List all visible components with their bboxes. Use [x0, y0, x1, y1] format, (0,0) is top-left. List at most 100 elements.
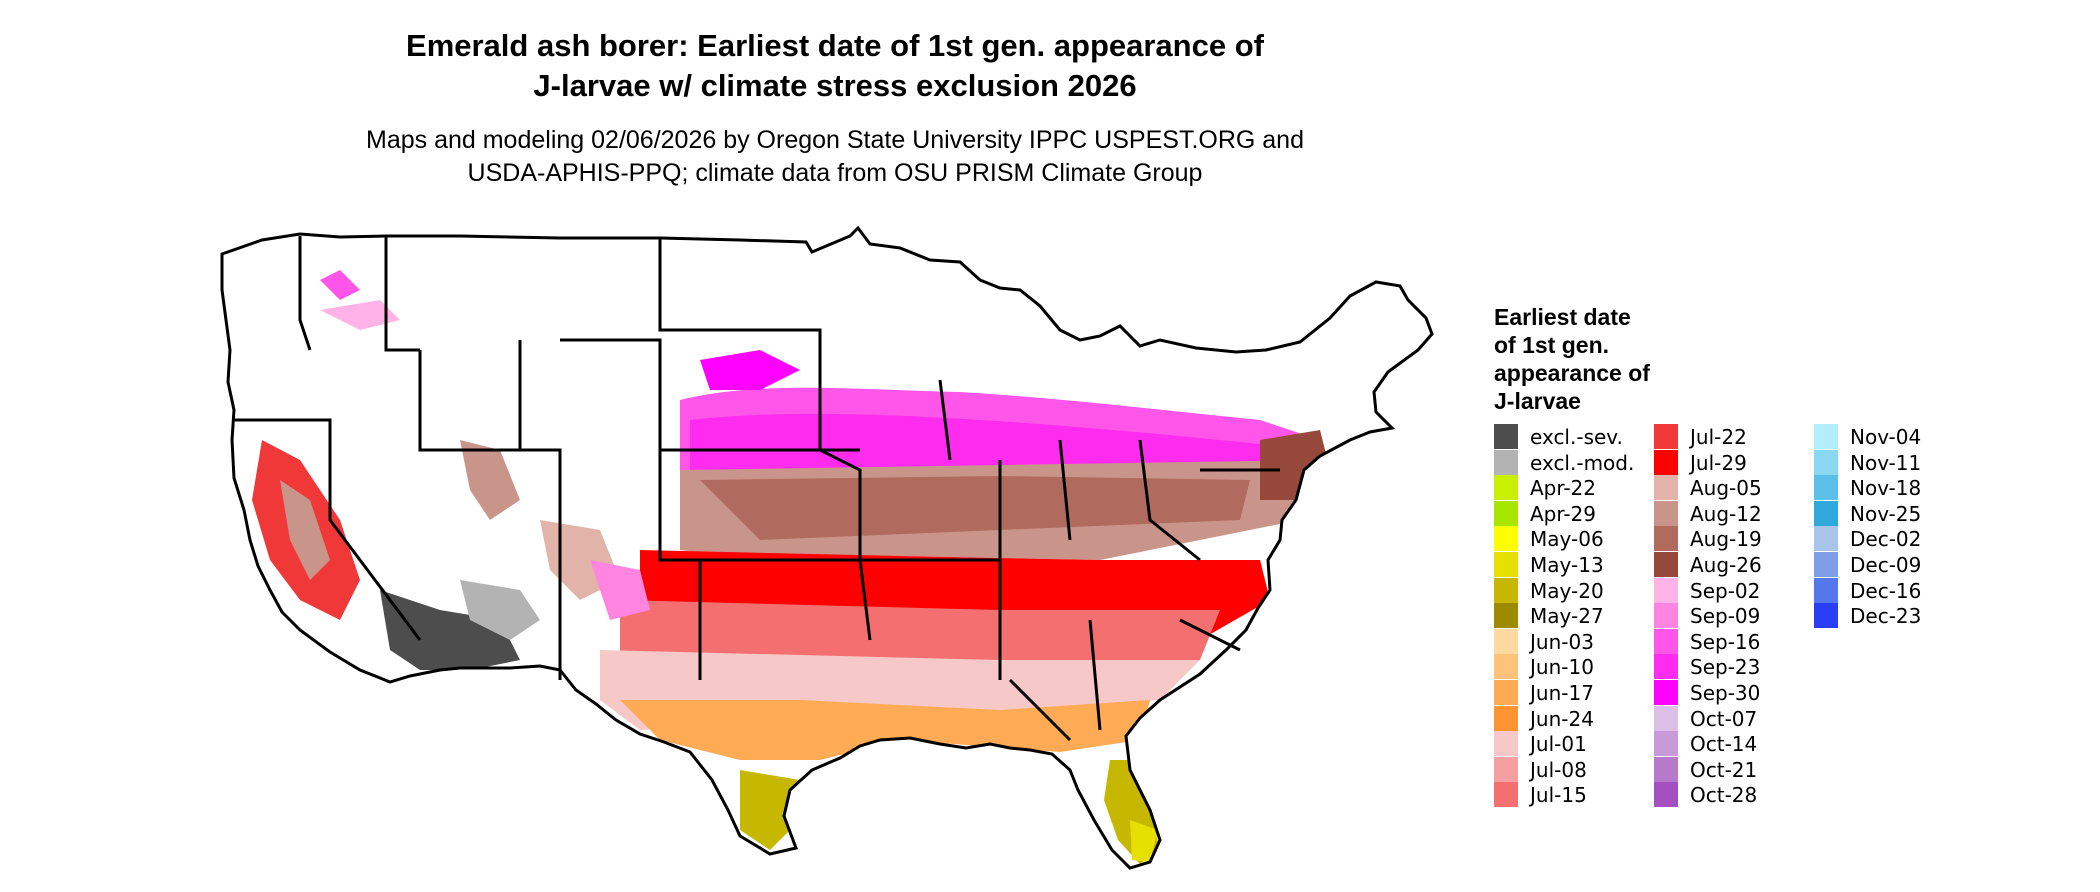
legend-title-line: appearance of: [1494, 360, 1650, 386]
legend-swatch: [1654, 705, 1678, 731]
legend-label: Nov-04: [1850, 425, 1922, 449]
legend-item: Sep-30: [1654, 680, 1824, 706]
map-subtitle-line-2: USDA-APHIS-PPQ; climate data from OSU PR…: [467, 159, 1203, 187]
legend-item: Jun-03: [1494, 628, 1664, 655]
legend-swatch: [1814, 577, 1838, 603]
legend-item: Jul-08: [1494, 756, 1664, 783]
state-borders: [220, 226, 1434, 870]
legend-item: Oct-07: [1654, 705, 1824, 732]
legend-item: Jul-22: [1654, 424, 1824, 450]
map-subtitle: Maps and modeling 02/06/2026 by Oregon S…: [220, 124, 1450, 190]
legend-item: excl.-sev.: [1494, 424, 1664, 450]
legend-item: Jun-17: [1494, 680, 1664, 706]
legend-item: Dec-16: [1814, 577, 1984, 604]
legend-label: May-06: [1530, 527, 1604, 552]
map-title-line-2: J-larvae w/ climate stress exclusion 202…: [533, 68, 1137, 103]
legend-swatch: [1654, 603, 1678, 629]
legend-label: excl.-sev.: [1530, 425, 1623, 449]
legend-label: Aug-26: [1690, 553, 1762, 577]
legend-item: Aug-12: [1654, 500, 1824, 527]
legend-title-line: of 1st gen.: [1494, 332, 1610, 358]
legend-item: Aug-05: [1654, 475, 1824, 501]
legend-label: Sep-23: [1690, 655, 1761, 680]
legend-label: Apr-29: [1530, 501, 1596, 526]
legend: excl.-sev. excl.-mod. Apr-22 Apr-29 May-06 Ma…: [1494, 424, 2054, 814]
legend-swatch: [1494, 705, 1518, 731]
legend-swatch: [1654, 731, 1678, 757]
legend-swatch: [1654, 782, 1678, 808]
legend-label: May-20: [1530, 578, 1604, 603]
legend-label: Jul-15: [1530, 783, 1587, 808]
legend-item: Jun-24: [1494, 705, 1664, 732]
legend-swatch: [1814, 603, 1838, 629]
legend-label: excl.-mod.: [1530, 450, 1635, 475]
legend-item: Apr-22: [1494, 475, 1664, 501]
legend-swatch: [1494, 756, 1518, 782]
legend-label: Jul-22: [1690, 425, 1747, 449]
legend-swatch: [1814, 449, 1838, 475]
legend-swatch: [1494, 782, 1518, 808]
legend-label: May-13: [1530, 553, 1604, 577]
legend-item: Dec-23: [1814, 603, 1984, 629]
legend-item: Jul-29: [1654, 449, 1824, 476]
legend-swatch: [1814, 552, 1838, 577]
legend-label: Dec-16: [1850, 578, 1922, 603]
legend-item: Oct-21: [1654, 756, 1824, 783]
legend-label: Aug-19: [1690, 527, 1762, 552]
legend-label: Apr-22: [1530, 476, 1596, 501]
legend-item: Nov-18: [1814, 475, 1984, 501]
map-title: Emerald ash borer: Earliest date of 1st …: [220, 26, 1450, 106]
legend-item: excl.-mod.: [1494, 449, 1664, 476]
legend-item: May-20: [1494, 577, 1664, 604]
legend-swatch: [1494, 603, 1518, 629]
legend-label: Jul-08: [1530, 757, 1587, 782]
legend-swatch: [1654, 552, 1678, 577]
legend-item: Oct-28: [1654, 782, 1824, 808]
legend-label: Jul-01: [1530, 732, 1587, 757]
legend-swatch: [1654, 526, 1678, 552]
legend-label: Sep-09: [1690, 604, 1761, 629]
legend-item: Jul-01: [1494, 731, 1664, 757]
legend-item: Dec-02: [1814, 526, 1984, 552]
legend-label: Sep-02: [1690, 578, 1761, 603]
legend-label: Jun-10: [1530, 655, 1594, 680]
legend-label: Dec-02: [1850, 527, 1922, 552]
legend-label: Nov-18: [1850, 476, 1922, 501]
legend-item: Sep-09: [1654, 603, 1824, 629]
legend-label: Oct-14: [1690, 732, 1758, 757]
legend-item: Jun-10: [1494, 654, 1664, 680]
legend-item: Jul-15: [1494, 782, 1664, 808]
legend-swatch: [1814, 475, 1838, 501]
legend-swatch: [1494, 628, 1518, 654]
legend-label: Oct-07: [1690, 706, 1758, 731]
legend-item: Nov-04: [1814, 424, 1984, 450]
map-subtitle-line-1: Maps and modeling 02/06/2026 by Oregon S…: [366, 126, 1304, 154]
legend-item: May-27: [1494, 603, 1664, 629]
legend-title-line: Earliest date: [1494, 304, 1631, 330]
legend-label: Oct-21: [1690, 757, 1758, 782]
legend-label: Jul-29: [1690, 450, 1747, 475]
map-title-line-1: Emerald ash borer: Earliest date of 1st …: [406, 28, 1264, 63]
legend-label: Aug-12: [1690, 501, 1762, 526]
legend-swatch: [1494, 731, 1518, 757]
legend-label: May-27: [1530, 604, 1604, 629]
legend-swatch: [1494, 526, 1518, 552]
legend-swatch: [1654, 449, 1678, 475]
legend-swatch: [1494, 577, 1518, 603]
legend-item: Nov-11: [1814, 449, 1984, 476]
legend-swatch: [1814, 424, 1838, 449]
legend-item: Nov-25: [1814, 500, 1984, 527]
legend-swatch: [1654, 500, 1678, 526]
legend-item: Aug-19: [1654, 526, 1824, 552]
legend-swatch: [1494, 424, 1518, 449]
legend-item: Apr-29: [1494, 500, 1664, 527]
legend-item: May-13: [1494, 552, 1664, 578]
legend-swatch: [1654, 756, 1678, 782]
legend-item: Sep-16: [1654, 628, 1824, 655]
legend-label: Oct-28: [1690, 783, 1758, 808]
legend-swatch: [1814, 500, 1838, 526]
legend-item: Aug-26: [1654, 552, 1824, 578]
legend-swatch: [1814, 526, 1838, 552]
legend-item: May-06: [1494, 526, 1664, 552]
